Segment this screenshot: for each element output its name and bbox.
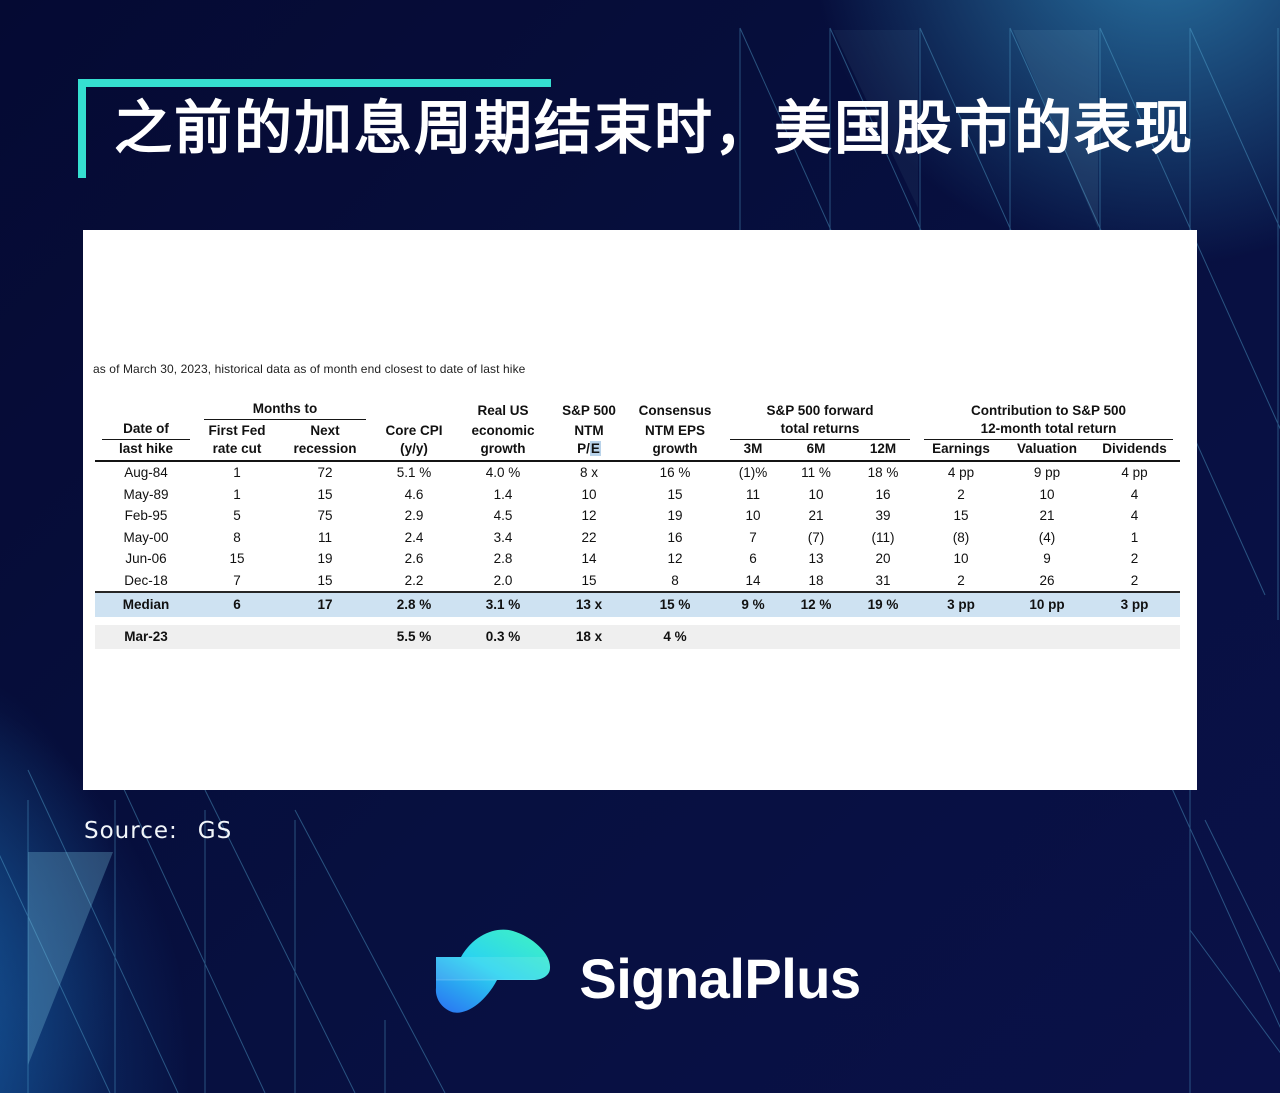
- header-12-month: 12-month total return: [917, 420, 1180, 440]
- header-yy: (y/y): [373, 440, 456, 462]
- header-empty: [95, 400, 197, 420]
- median-row: Median 6 17 2.8 % 3.1 % 13 x 15 % 9 % 12 % 19 % 3 …: [95, 591, 1181, 617]
- rate-hike-table: Months to Real US S&P 500 Consensus S&P …: [95, 400, 1181, 649]
- table-row: May-89 1 15 4.6 1.4 10 15 11 10 16 2 10 4: [123, 486, 1139, 502]
- header-growth-1: growth: [455, 440, 552, 462]
- header-economic: economic: [471, 423, 535, 438]
- header-12m: 12M: [849, 440, 918, 462]
- title-accent-bar-top: [78, 79, 551, 87]
- source-row: Source: GS: [84, 818, 232, 844]
- table-footnote: as of March 30, 2023, historical data as…: [93, 362, 526, 376]
- header-row-2: Date of First Fed Next Core CPI economic…: [95, 420, 1180, 440]
- header-sp500: S&P 500: [562, 403, 616, 418]
- source-value: GS: [197, 818, 233, 844]
- header-growth-2: growth: [627, 440, 724, 462]
- signalplus-logo-icon: [436, 929, 551, 1013]
- header-group-contribution: Contribution to S&P 500: [971, 403, 1127, 418]
- header-ntm-eps: NTM EPS: [645, 423, 706, 438]
- header-row-3: last hike rate cut recession (y/y) growt…: [95, 440, 1181, 462]
- header-6m: 6M: [783, 440, 850, 462]
- header-recession: recession: [277, 440, 374, 462]
- page-title: 之前的加息周期结束时，美国股市的表现: [114, 96, 1195, 161]
- header-real-us: Real US: [477, 403, 529, 418]
- header-consensus: Consensus: [638, 403, 712, 418]
- header-group-forward: S&P 500 forward: [766, 403, 874, 418]
- header-group-months-to: Months to: [197, 400, 373, 420]
- header-core-cpi: Core CPI: [385, 423, 443, 438]
- table-row: Jun-06 15 19 2.6 2.8 14 12 6 13 20 10 9 2: [125, 551, 1139, 566]
- header-first-fed: First Fed: [208, 423, 266, 438]
- signalplus-logo-text: SignalPlus: [579, 946, 861, 1010]
- triangle-fill-group: [28, 30, 1098, 1065]
- header-ntm: NTM: [574, 423, 604, 438]
- table-row: Aug-84 1 72 5.1 % 4.0 % 8 x 16 % (1)% 11 % 18 % 4 …: [124, 465, 1148, 480]
- header-last-hike: last hike: [95, 440, 197, 462]
- source-label: Source:: [84, 818, 178, 844]
- table-row: May-00 8 11 2.4 3.4 22 16 7 (7) (11) (8) (4) 1: [123, 529, 1139, 545]
- header-valuation: Valuation: [1005, 440, 1090, 462]
- table-row: Feb-95 5 75 2.9 4.5 12 19 10 21 39 15 21 4: [124, 508, 1139, 523]
- header-rate-cut: rate cut: [197, 440, 277, 462]
- header-dividends: Dividends: [1089, 440, 1181, 462]
- header-earnings: Earnings: [917, 440, 1006, 462]
- table-row: Dec-18 7 15 2.2 2.0 15 8 14 18 31 2 26 2: [124, 572, 1139, 588]
- header-next: Next: [310, 423, 340, 438]
- header-pe: P/E: [551, 440, 628, 462]
- pe-highlight: E: [589, 441, 601, 456]
- header-3m: 3M: [723, 440, 784, 462]
- table-card: as of March 30, 2023, historical data as…: [83, 230, 1197, 790]
- header-total-returns: total returns: [723, 420, 917, 440]
- title-accent-bar-left: [78, 79, 86, 178]
- header-date-of: Date of: [95, 420, 197, 440]
- signalplus-logo: SignalPlus: [0, 918, 1280, 1038]
- spacer-row: [95, 617, 1181, 625]
- header-row-1: Months to Real US S&P 500 Consensus S&P …: [95, 400, 1180, 420]
